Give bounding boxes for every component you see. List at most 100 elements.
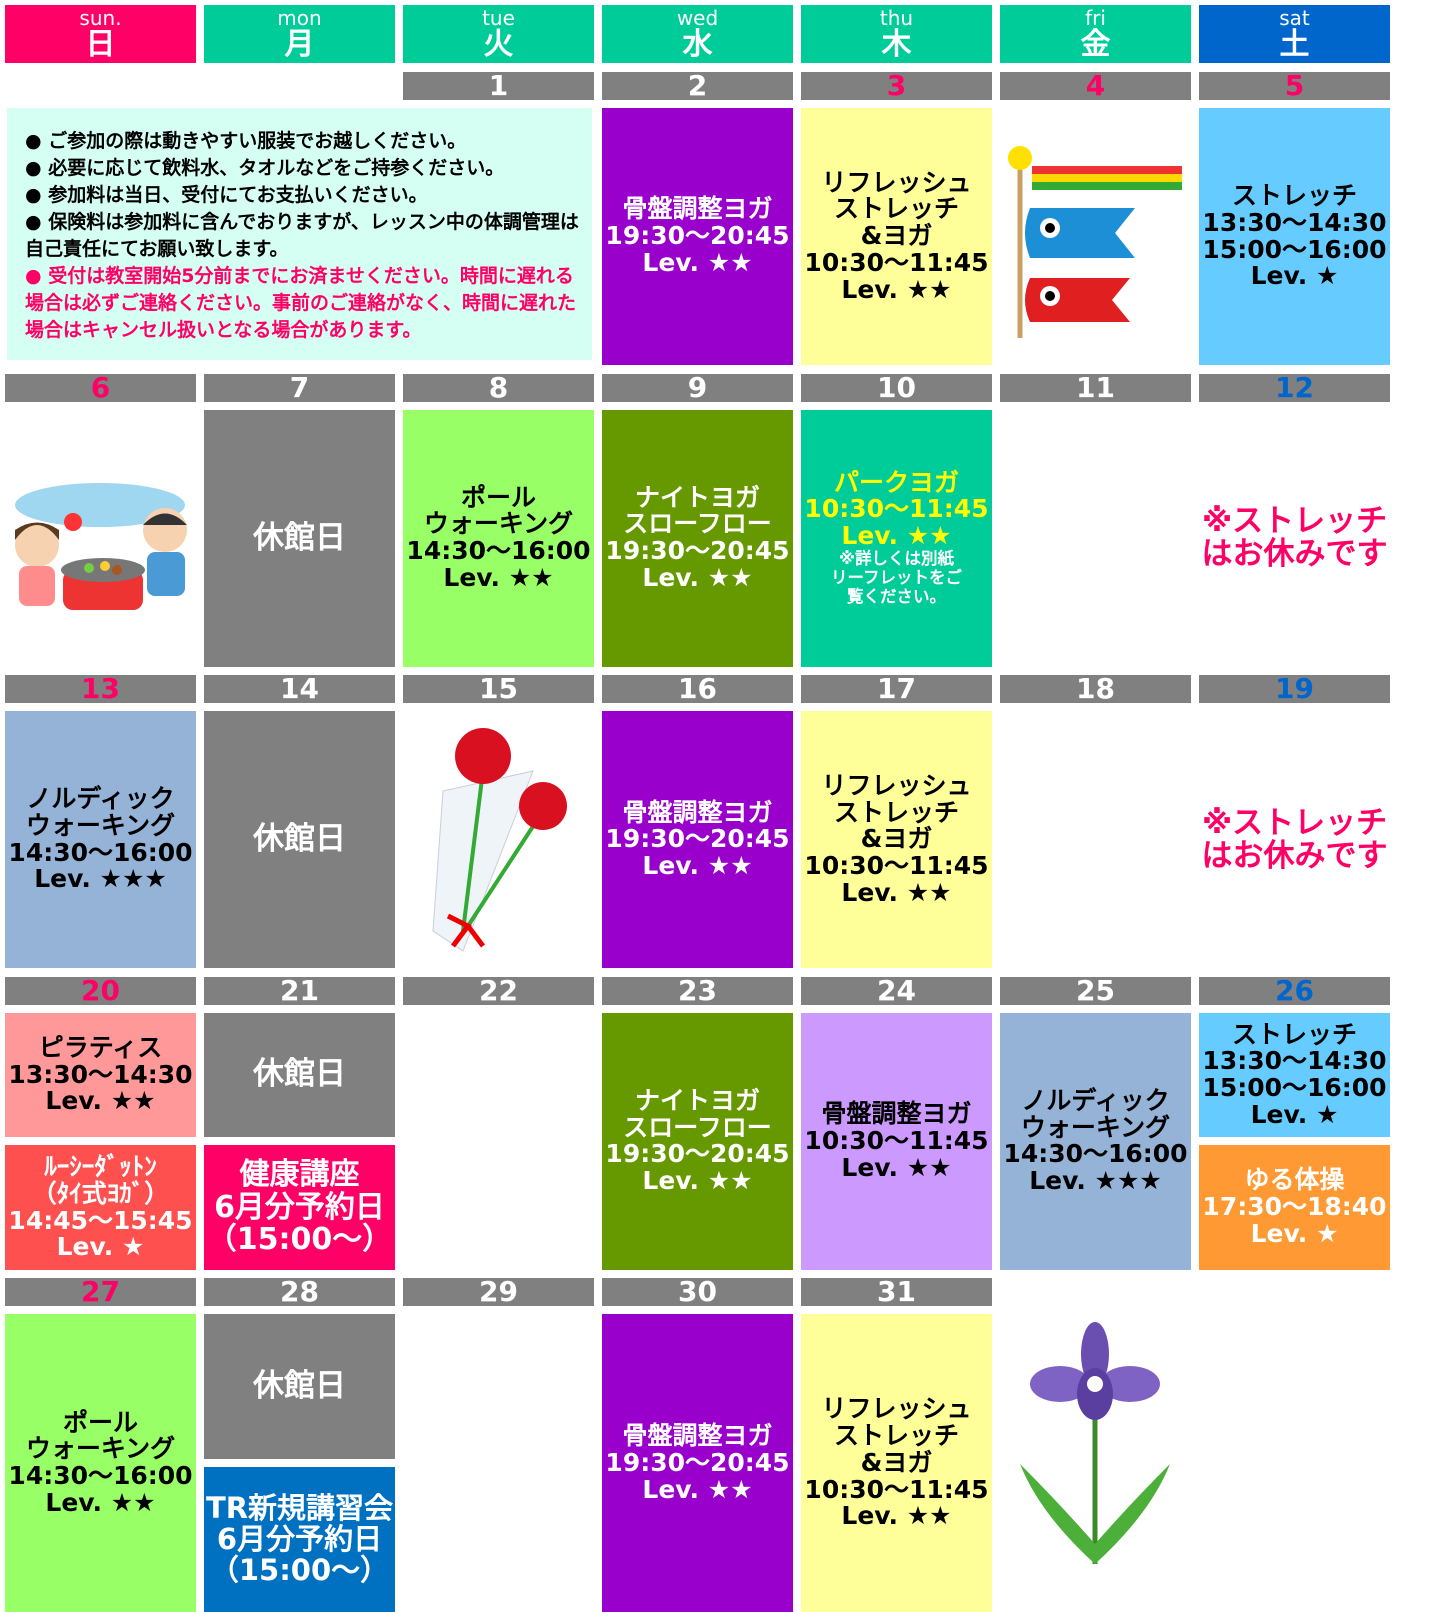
event-block: TR新規講習会 6月分予約日 （15:00～） (204, 1467, 395, 1612)
event-block: 健康講座 6月分予約日 （15:00～） (204, 1145, 395, 1270)
event-line: ウォーキング (25, 810, 176, 840)
date-number: 7 (204, 373, 395, 402)
date-number: 6 (5, 373, 196, 402)
event-line: スローフロー (623, 509, 772, 539)
event-line: 19:30～20:45 (605, 1447, 790, 1477)
event-line: 14:45～15:45 (8, 1205, 193, 1235)
day-ja: 金 (1080, 27, 1111, 62)
event-block: ストレッチ 13:30～14:30 15:00～16:00 Lev. ★ (1199, 108, 1390, 365)
date-number: 5 (1199, 72, 1390, 100)
date-number: 30 (602, 1278, 793, 1307)
event-line: Lev. ★★ (642, 1166, 753, 1196)
date-number: 31 (801, 1278, 992, 1307)
event-line: Lev. ★★ (841, 521, 952, 551)
event-line: ストレッチ (833, 797, 959, 827)
koinobori-illustration (1008, 146, 1182, 338)
bbq-illustration (15, 482, 187, 610)
date-number: 10 (801, 373, 992, 402)
event-note: ※詳しくは別紙 (838, 548, 955, 568)
day-en: thu (879, 6, 914, 30)
event-block: 骨盤調整ヨガ 19:30～20:45 Lev. ★★ (602, 711, 793, 969)
event-line: &ヨガ (860, 824, 933, 854)
event-block: ポール ウォーキング 14:30～16:00 Lev. ★★ (403, 409, 594, 667)
date-number: 18 (1000, 675, 1191, 704)
notice-box: ● ご参加の際は動きやすい服装でお越しください。 ● 必要に応じて飲料水、タオルな… (7, 108, 592, 360)
event-block: 骨盤調整ヨガ 19:30～20:45 Lev. ★★ (602, 108, 793, 365)
day-ja: 木 (881, 27, 912, 62)
event-line: Lev. ★★ (642, 1474, 753, 1504)
event-line: Lev. ★ (1250, 261, 1339, 291)
event-line: ナイトヨガ (634, 1085, 760, 1115)
event-line: 健康講座 (239, 1157, 360, 1193)
event-line: 6月分予約日 (216, 1522, 383, 1557)
event-line: 15:00～16:00 (1202, 234, 1387, 264)
date-number: 20 (5, 976, 196, 1005)
event-block: ※ストレッチ はお休みです (1199, 711, 1390, 969)
event-line: 14:30～16:00 (8, 837, 193, 867)
date-number: 13 (5, 675, 196, 704)
event-line: 休館日 (253, 519, 346, 556)
notice-item: ● ご参加の際は動きやすい服装でお越しください。 (25, 130, 467, 152)
date-number: 29 (403, 1278, 594, 1307)
event-line: ナイトヨガ (634, 482, 760, 512)
date-number: 28 (204, 1278, 395, 1307)
event-line: 13:30～14:30 (8, 1059, 193, 1089)
event-block: 休館日 (204, 711, 395, 969)
day-en: tue (482, 6, 515, 30)
event-line: Lev. ★ (56, 1232, 145, 1262)
day-ja: 土 (1279, 27, 1310, 62)
event-line: Lev. ★ (1250, 1218, 1339, 1248)
event-block: ポール ウォーキング 14:30～16:00 Lev. ★★ (5, 1314, 196, 1612)
date-number: 11 (1000, 373, 1191, 402)
event-block: 休館日 (204, 1012, 395, 1138)
event-line: Lev. ★★ (642, 851, 753, 881)
day-header: thu 木 (801, 5, 992, 63)
date-number: 3 (801, 72, 992, 100)
event-line: （ﾀｲ式ﾖｶﾞ） (31, 1178, 170, 1208)
event-block: リフレッシュ ストレッチ &ヨガ 10:30～11:45 Lev. ★★ (801, 711, 992, 969)
event-block: ナイトヨガ スローフロー 19:30～20:45 Lev. ★★ (602, 1012, 793, 1270)
event-line: 10:30～11:45 (804, 1474, 989, 1504)
day-en: wed (676, 6, 719, 30)
event-block: ゆる体操 17:30～18:40 Lev. ★ (1199, 1145, 1390, 1270)
event-line: ストレッチ (1231, 181, 1357, 210)
day-header: fri 金 (1000, 5, 1191, 63)
iris-illustration (1020, 1322, 1170, 1565)
event-line: ﾙｰｼｰﾀﾞｯﾄﾝ (44, 1152, 157, 1182)
event-line: 10:30～11:45 (804, 851, 989, 881)
event-line: 14:30～16:00 (406, 536, 591, 566)
day-ja: 火 (483, 27, 514, 62)
event-line: はお休みです (1201, 536, 1388, 573)
event-line: 19:30～20:45 (605, 824, 790, 854)
event-line: 14:30～16:00 (1003, 1139, 1188, 1169)
event-line: ポール (62, 1407, 138, 1437)
notice-item: ● 参加料は当日、受付にてお支払いください。 (25, 184, 428, 206)
day-header: tue 火 (403, 5, 594, 63)
event-line: Lev. ★★ (841, 274, 952, 304)
carnation-illustration (432, 728, 567, 952)
event-line: リフレッシュ (821, 167, 972, 197)
event-line: ポール (460, 482, 536, 512)
event-block: パークヨガ 10:30～11:45 Lev. ★★ ※詳しくは別紙 リーフレットをご 覧く… (801, 409, 992, 667)
event-block: 骨盤調整ヨガ 19:30～20:45 Lev. ★★ (602, 1314, 793, 1612)
date-number: 26 (1199, 976, 1390, 1005)
event-note: リーフレットをご (830, 567, 962, 587)
event-line: 休館日 (253, 821, 346, 858)
event-line: Lev. ★★ (841, 1152, 952, 1182)
event-line: （15:00～） (206, 1221, 393, 1257)
day-en: sun. (79, 6, 122, 30)
event-line: 13:30～14:30 (1202, 1046, 1387, 1076)
day-header: sat 土 (1199, 5, 1390, 63)
event-block: 休館日 (204, 1314, 395, 1460)
date-number: 4 (1000, 72, 1191, 100)
event-line: Lev. ★★ (45, 1086, 156, 1116)
date-number: 9 (602, 373, 793, 402)
day-en: mon (277, 6, 322, 30)
event-line: &ヨガ (860, 1447, 933, 1477)
event-block: ﾙｰｼｰﾀﾞｯﾄﾝ （ﾀｲ式ﾖｶﾞ） 14:45～15:45 Lev. ★ (5, 1145, 196, 1270)
day-ja: 月 (284, 27, 315, 62)
event-line: ストレッチ (1231, 1019, 1357, 1049)
event-line: 休館日 (253, 1368, 346, 1405)
event-line: ※ストレッチ (1201, 502, 1388, 539)
